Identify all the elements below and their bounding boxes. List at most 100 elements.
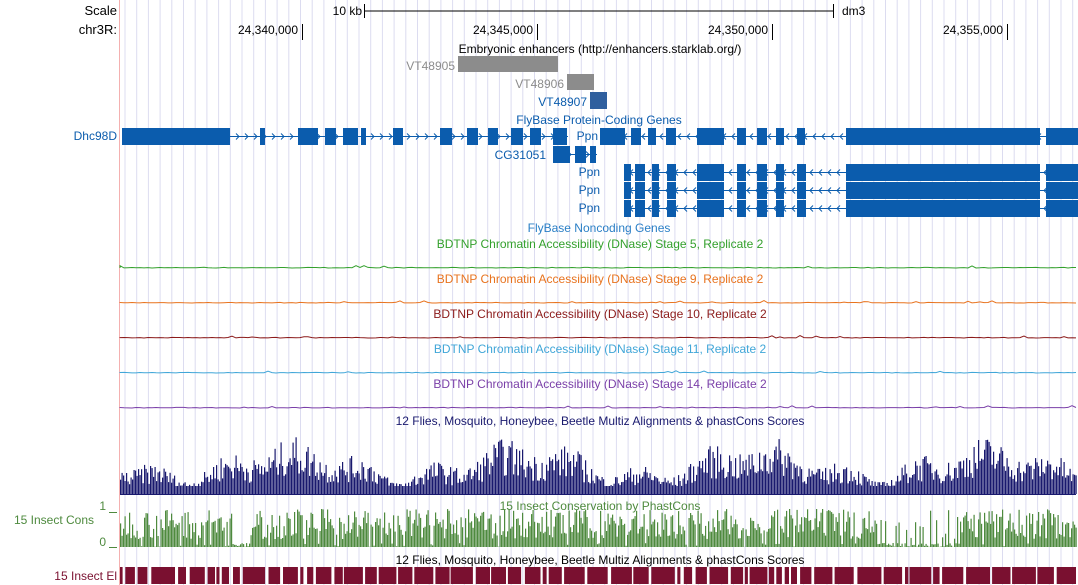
multiz-bar [232, 478, 234, 494]
multiz-bar [901, 467, 903, 494]
phastcons-bar [795, 525, 797, 547]
multiz-bar [360, 479, 362, 494]
phastcons-bar [231, 513, 233, 547]
phastcons-bar [568, 510, 570, 547]
phastcons-bar [726, 509, 728, 547]
exon [737, 164, 746, 181]
conserved-element [883, 567, 903, 584]
elements-side-label[interactable]: 15 Insect El [54, 569, 117, 583]
phastcons-bar [978, 519, 980, 547]
multiz-bar [222, 478, 224, 494]
phastcons-bar [829, 510, 831, 547]
phastcons-bar [1074, 524, 1076, 547]
phastcons-bar [582, 523, 584, 547]
enhancer-vt48906[interactable] [567, 74, 594, 90]
gene-side-label-dhc98d[interactable]: Dhc98D [74, 129, 118, 143]
multiz-bar [574, 466, 576, 494]
multiz-bar [373, 471, 375, 494]
gene-label-ppn[interactable]: Ppn [577, 129, 598, 143]
phastcons-bar [129, 512, 131, 547]
multiz-bar [319, 462, 321, 494]
phastcons-bar [760, 533, 762, 547]
conserved-elements[interactable] [120, 567, 1076, 584]
phastcons-bar [412, 523, 414, 547]
phastcons-bar [999, 516, 1001, 547]
multiz-bar [282, 466, 284, 494]
phastcons-bar [342, 539, 344, 547]
multiz-bar [210, 474, 212, 494]
multiz-bar [178, 482, 180, 494]
phastcons-bar [675, 538, 677, 547]
gene-label-ppn[interactable]: Ppn [579, 201, 600, 215]
enhancer-label[interactable]: VT48905 [406, 59, 455, 73]
multiz-bar [708, 449, 710, 494]
multiz-bar [636, 474, 638, 494]
phastcons-bar [313, 527, 315, 547]
dnase-signal-lines[interactable] [119, 264, 1077, 409]
multiz-bar [577, 451, 579, 494]
multiz-bar [531, 468, 533, 494]
multiz-bar [1051, 479, 1053, 494]
phastcons-bar [399, 525, 401, 547]
phastcons-bar [735, 519, 737, 547]
phastcons-bar [462, 527, 464, 547]
multiz-bar [316, 472, 318, 494]
conserved-element [1037, 567, 1054, 584]
multiz-bar [153, 476, 155, 494]
multiz-bar [862, 474, 864, 494]
enhancer-label[interactable]: VT48907 [538, 95, 587, 109]
multiz-bar [756, 473, 758, 494]
phastcons-wiggle[interactable] [120, 509, 1077, 547]
ruler-ticks [302, 24, 1008, 40]
exon [1046, 128, 1078, 145]
multiz-bar [792, 479, 794, 494]
multiz-bar [450, 467, 452, 494]
multiz-bar [165, 471, 167, 494]
strand-arrow [746, 187, 751, 194]
phastcons-bar [360, 526, 362, 547]
enhancer-label[interactable]: VT48906 [515, 77, 564, 91]
multiz-bar [772, 461, 774, 494]
strand-arrow [683, 169, 688, 176]
enhancer-vt48907[interactable] [590, 92, 607, 109]
phastcons-bar [486, 529, 488, 547]
phastcons-bar [657, 522, 659, 547]
conserved-element [730, 567, 744, 584]
phastcons-bar [508, 509, 510, 547]
phastcons-bar [597, 544, 599, 547]
phastcons-bar [700, 513, 702, 547]
conserved-element [677, 567, 681, 584]
phastcons-bar [228, 545, 230, 547]
multiz-bar [463, 474, 465, 494]
phastcons-bar [463, 545, 465, 547]
multiz-bar [451, 485, 453, 494]
gene-label-cg31051[interactable]: CG31051 [495, 148, 547, 162]
phastcons-bar [334, 545, 336, 547]
enhancer-vt48905[interactable] [458, 56, 558, 72]
multiz-bar [840, 483, 842, 494]
conserved-element [242, 567, 266, 584]
phastcons-bar [136, 530, 138, 547]
exon [590, 146, 596, 163]
gene-label-ppn[interactable]: Ppn [579, 183, 600, 197]
gene-models[interactable] [122, 128, 1078, 217]
multiz-bar [802, 482, 804, 494]
phastcons-bar [396, 546, 398, 547]
multiz-bar [559, 475, 561, 494]
multiz-bar [217, 479, 219, 494]
multiz-bar [952, 478, 954, 494]
phastcons-side-label[interactable]: 15 Insect Cons [14, 513, 94, 527]
conserved-element [542, 567, 547, 584]
multiz-conservation-wiggle[interactable] [120, 437, 1077, 495]
exon [325, 128, 336, 145]
multiz-bar [1000, 447, 1002, 494]
gene-label-ppn[interactable]: Ppn [579, 165, 600, 179]
phastcons-bar [480, 515, 482, 547]
phastcons-bar [955, 543, 957, 547]
phastcons-bar [312, 514, 314, 547]
multiz-bar [175, 486, 177, 494]
phastcons-bar [919, 526, 921, 547]
phastcons-bar [750, 517, 752, 547]
multiz-bar [151, 468, 153, 494]
